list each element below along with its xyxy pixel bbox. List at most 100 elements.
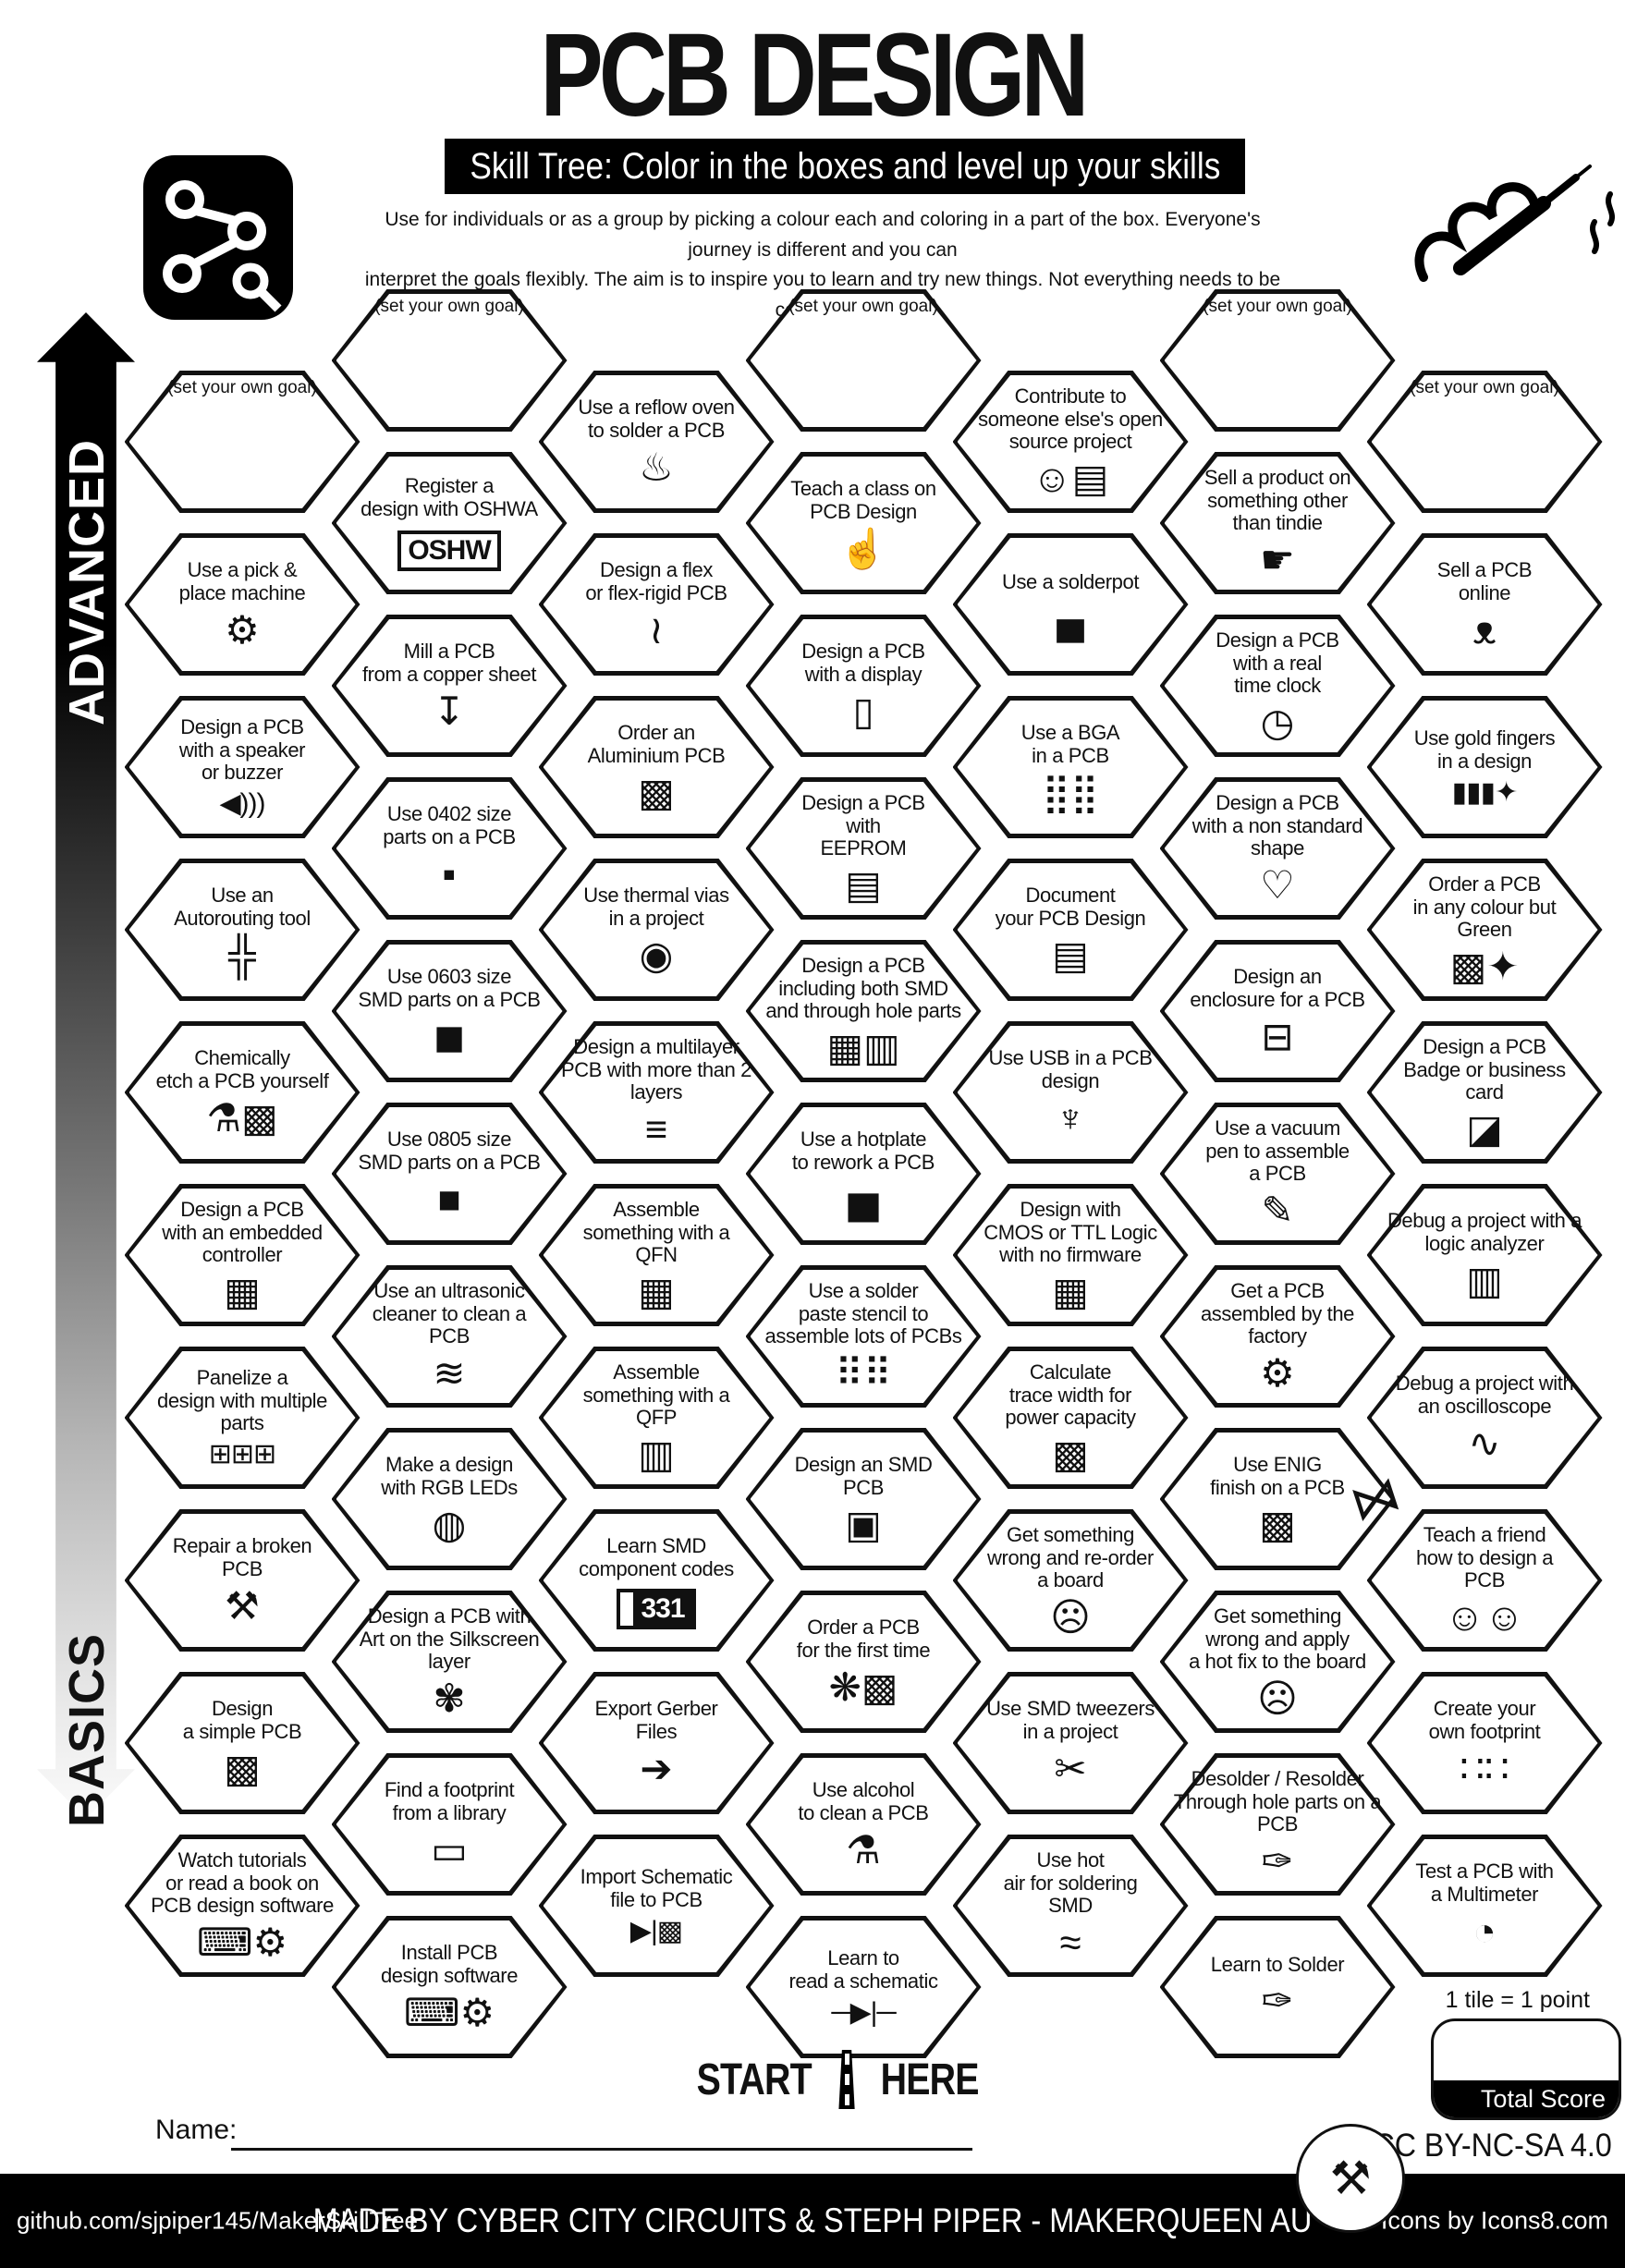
footer-repo-link[interactable]: github.com/sjpiper145/MakerSkillTree [17, 2206, 419, 2235]
hex-fill[interactable] [750, 1595, 977, 1728]
hex-fill[interactable] [543, 1189, 770, 1322]
hex-fill[interactable] [750, 457, 977, 590]
hex-fill[interactable] [1164, 945, 1391, 1078]
hex-fill[interactable] [957, 1677, 1184, 1810]
hex-cell[interactable]: Panelize a design with multiple parts ⊞⊞⊞ [124, 1347, 360, 1489]
hex-fill[interactable] [336, 782, 563, 915]
hex-fill[interactable] [336, 294, 563, 427]
hex-fill[interactable] [1371, 701, 1598, 834]
hex-cell[interactable]: Chemically etch a PCB yourself ⚗▩ [124, 1021, 360, 1164]
hex-fill[interactable] [128, 1026, 356, 1159]
hex-cell[interactable]: Use thermal vias in a project ◉ [538, 859, 775, 1001]
hex-cell[interactable]: Use 0402 size parts on a PCB ▪ [331, 777, 568, 920]
hex-cell[interactable]: Use a solderpot ▄ [952, 533, 1189, 676]
hex-fill[interactable] [336, 619, 563, 752]
hex-cell[interactable]: Design a PCB with a display ▯ [745, 615, 982, 757]
hex-cell[interactable]: Desolder / Resolder Through hole parts on… [1159, 1753, 1396, 1896]
hex-fill[interactable] [1371, 1189, 1598, 1322]
hex-fill[interactable] [1371, 1839, 1598, 1972]
hex-fill[interactable] [1164, 1270, 1391, 1403]
hex-fill[interactable] [128, 1351, 356, 1484]
hex-fill[interactable] [128, 375, 356, 508]
hex-cell[interactable]: Use a vacuum pen to assemble a PCB ✎ [1159, 1103, 1396, 1245]
hex-fill[interactable] [750, 1270, 977, 1403]
hex-fill[interactable] [128, 1677, 356, 1810]
hex-cell[interactable]: Calculate trace width for power capacity ▩ [952, 1347, 1189, 1489]
hex-fill[interactable] [750, 782, 977, 915]
hex-fill[interactable] [750, 1920, 977, 2054]
hex-cell[interactable]: Design a simple PCB ▩ [124, 1672, 360, 1814]
hex-cell[interactable]: Learn SMD component codes 331 [538, 1509, 775, 1652]
hex-fill[interactable] [543, 1677, 770, 1810]
total-score-box[interactable]: Total Score [1431, 2018, 1621, 2120]
hex-cell[interactable]: Learn to read a schematic ─▶|─ [745, 1916, 982, 2058]
hex-fill[interactable] [750, 1758, 977, 1891]
hex-cell[interactable]: Sell a product on something other than tin… [1159, 452, 1396, 594]
hex-fill[interactable] [1371, 1351, 1598, 1484]
hex-cell-goal[interactable]: (set your own goal) [745, 289, 982, 432]
hex-cell[interactable]: Design an enclosure for a PCB ⊟ [1159, 940, 1396, 1082]
hex-fill[interactable] [543, 701, 770, 834]
hex-fill[interactable] [750, 1107, 977, 1240]
hex-cell[interactable]: Use ENIG finish on a PCB ▩ [1159, 1428, 1396, 1570]
hex-cell[interactable]: Order a PCB for the first time ❋▩ [745, 1591, 982, 1733]
hex-cell[interactable]: Get something wrong and re-order a board ☹ [952, 1509, 1189, 1652]
hex-cell[interactable]: Watch tutorials or read a book on PCB desi… [124, 1835, 360, 1977]
hex-fill[interactable] [1371, 538, 1598, 671]
hex-fill[interactable] [543, 863, 770, 996]
hex-cell[interactable]: Repair a broken PCB ⚒ [124, 1509, 360, 1652]
hex-fill[interactable] [1371, 375, 1598, 508]
hex-fill[interactable] [336, 1270, 563, 1403]
hex-cell-goal[interactable]: (set your own goal) [1159, 289, 1396, 432]
hex-cell[interactable]: Use an ultrasonic cleaner to clean a PCB ≋ [331, 1265, 568, 1408]
hex-cell[interactable]: Debug a project with a logic analyzer ▥ [1366, 1184, 1603, 1326]
hex-cell[interactable]: Use a BGA in a PCB ⣿⣿ [952, 696, 1189, 838]
hex-cell[interactable]: Design a PCB Badge or business card ◪ [1366, 1021, 1603, 1164]
hex-fill[interactable] [128, 1189, 356, 1322]
hex-cell[interactable]: Design a PCB with an embedded controller ▦ [124, 1184, 360, 1326]
hex-fill[interactable] [336, 457, 563, 590]
hex-fill[interactable] [1164, 457, 1391, 590]
hex-fill[interactable] [1164, 619, 1391, 752]
hex-cell[interactable]: Debug a project with an oscilloscope ∿ [1366, 1347, 1603, 1489]
hex-fill[interactable] [1164, 1433, 1391, 1566]
hex-cell[interactable]: Make a design with RGB LEDs ◍ [331, 1428, 568, 1570]
hex-cell[interactable]: Design a PCB with Art on the Silkscreen la… [331, 1591, 568, 1733]
hex-fill[interactable] [1164, 1595, 1391, 1728]
hex-cell[interactable]: Teach a class on PCB Design ☝ [745, 452, 982, 594]
hex-fill[interactable] [543, 1026, 770, 1159]
hex-fill[interactable] [957, 701, 1184, 834]
hex-cell[interactable]: Use an Autorouting tool ╬ [124, 859, 360, 1001]
hex-cell[interactable]: Teach a friend how to design a PCB ☺☺ [1366, 1509, 1603, 1652]
hex-fill[interactable] [128, 1839, 356, 1972]
hex-fill[interactable] [957, 375, 1184, 508]
hex-cell[interactable]: Assemble something with a QFP ▥ [538, 1347, 775, 1489]
hex-cell[interactable]: Use hot air for soldering SMD ≈ [952, 1835, 1189, 1977]
hex-fill[interactable] [1164, 1107, 1391, 1240]
hex-cell[interactable]: Order an Aluminium PCB ▩ [538, 696, 775, 838]
hex-fill[interactable] [128, 701, 356, 834]
hex-cell[interactable]: Use SMD tweezers in a project ✂ [952, 1672, 1189, 1814]
hex-cell[interactable]: Register a design with OSHWA OSHW [331, 452, 568, 594]
hex-fill[interactable] [128, 1514, 356, 1647]
hex-cell-goal[interactable]: (set your own goal) [331, 289, 568, 432]
hex-fill[interactable] [750, 619, 977, 752]
hex-fill[interactable] [957, 1026, 1184, 1159]
hex-fill[interactable] [957, 1839, 1184, 1972]
hex-cell[interactable]: Use 0805 size SMD parts on a PCB ■ [331, 1103, 568, 1245]
hex-cell[interactable]: Use a pick & place machine ⚙ [124, 533, 360, 676]
hex-cell[interactable]: Mill a PCB from a copper sheet ↧ [331, 615, 568, 757]
hex-cell[interactable]: Install PCB design software ⌨⚙ [331, 1916, 568, 2058]
hex-fill[interactable] [543, 1351, 770, 1484]
hex-fill[interactable] [1371, 863, 1598, 996]
hex-fill[interactable] [336, 1433, 563, 1566]
hex-cell[interactable]: Use a reflow oven to solder a PCB ♨ [538, 371, 775, 513]
hex-cell[interactable]: Design a PCB with a real time clock ◷ [1159, 615, 1396, 757]
hex-cell[interactable]: Use USB in a PCB design ♆ [952, 1021, 1189, 1164]
hex-cell[interactable]: Import Schematic file to PCB ▶|▩ [538, 1835, 775, 1977]
hex-fill[interactable] [336, 1595, 563, 1728]
hex-cell[interactable]: Document your PCB Design ▤ [952, 859, 1189, 1001]
hex-fill[interactable] [336, 1758, 563, 1891]
hex-cell[interactable]: Create your own footprint ∷∷ [1366, 1672, 1603, 1814]
